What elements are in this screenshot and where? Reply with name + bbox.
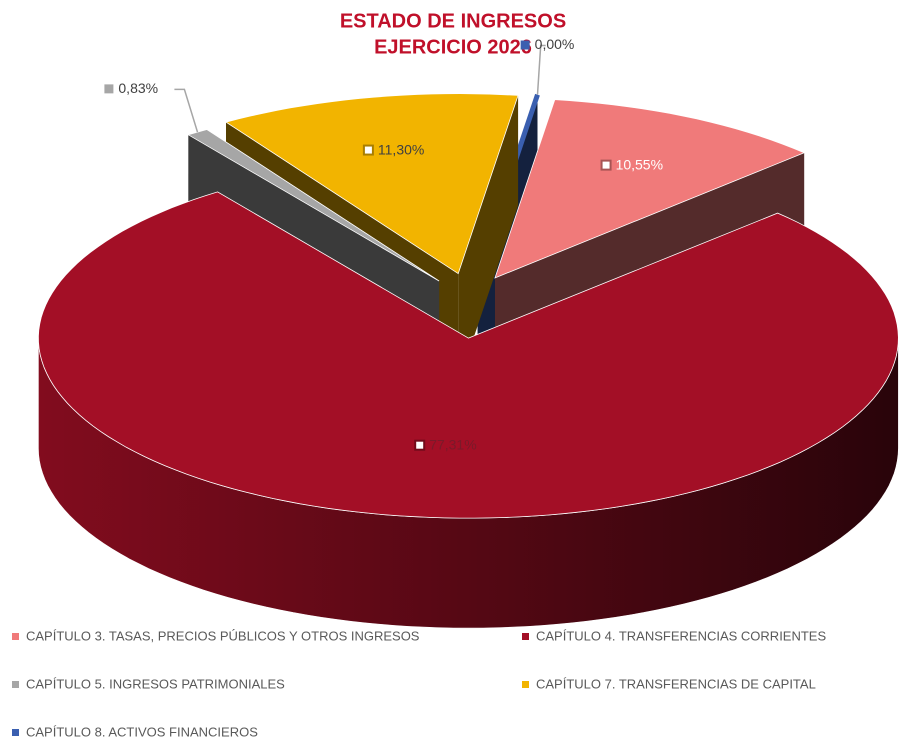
slice — [494, 99, 806, 279]
legend-label: CAPÍTULO 3. TASAS, PRECIOS PÚBLICOS Y OT… — [26, 628, 420, 643]
slice — [37, 191, 899, 519]
legend-marker — [12, 681, 19, 688]
chart-title: ESTADO DE INGRESOS — [340, 10, 566, 32]
chart-subtitle: EJERCICIO 2026 — [374, 36, 532, 58]
legend-label: CAPÍTULO 4. TRANSFERENCIAS CORRIENTES — [536, 628, 826, 643]
data-label: 0,83% — [118, 80, 158, 96]
data-label: 0,00% — [535, 36, 575, 52]
data-label: 77,31% — [429, 436, 476, 452]
legend-marker — [522, 633, 529, 640]
data-label: 10,55% — [616, 156, 663, 172]
legend-label: CAPÍTULO 8. ACTIVOS FINANCIEROS — [26, 724, 258, 739]
label-marker — [414, 439, 426, 451]
legend-marker — [12, 633, 19, 640]
slice-side — [458, 95, 519, 384]
leader-line — [174, 88, 199, 133]
slice — [225, 93, 519, 275]
legend-label: CAPÍTULO 5. INGRESOS PATRIMONIALES — [26, 676, 285, 691]
legend-marker — [522, 681, 529, 688]
slice-side — [477, 94, 538, 383]
label-marker — [520, 40, 530, 50]
label-marker — [600, 159, 612, 171]
data-label: 11,30% — [378, 141, 424, 157]
label-marker — [104, 84, 114, 94]
label-marker — [362, 144, 374, 156]
legend-label: CAPÍTULO 7. TRANSFERENCIAS DE CAPITAL — [536, 676, 816, 691]
leader-line — [536, 44, 546, 95]
legend-marker — [12, 729, 19, 736]
